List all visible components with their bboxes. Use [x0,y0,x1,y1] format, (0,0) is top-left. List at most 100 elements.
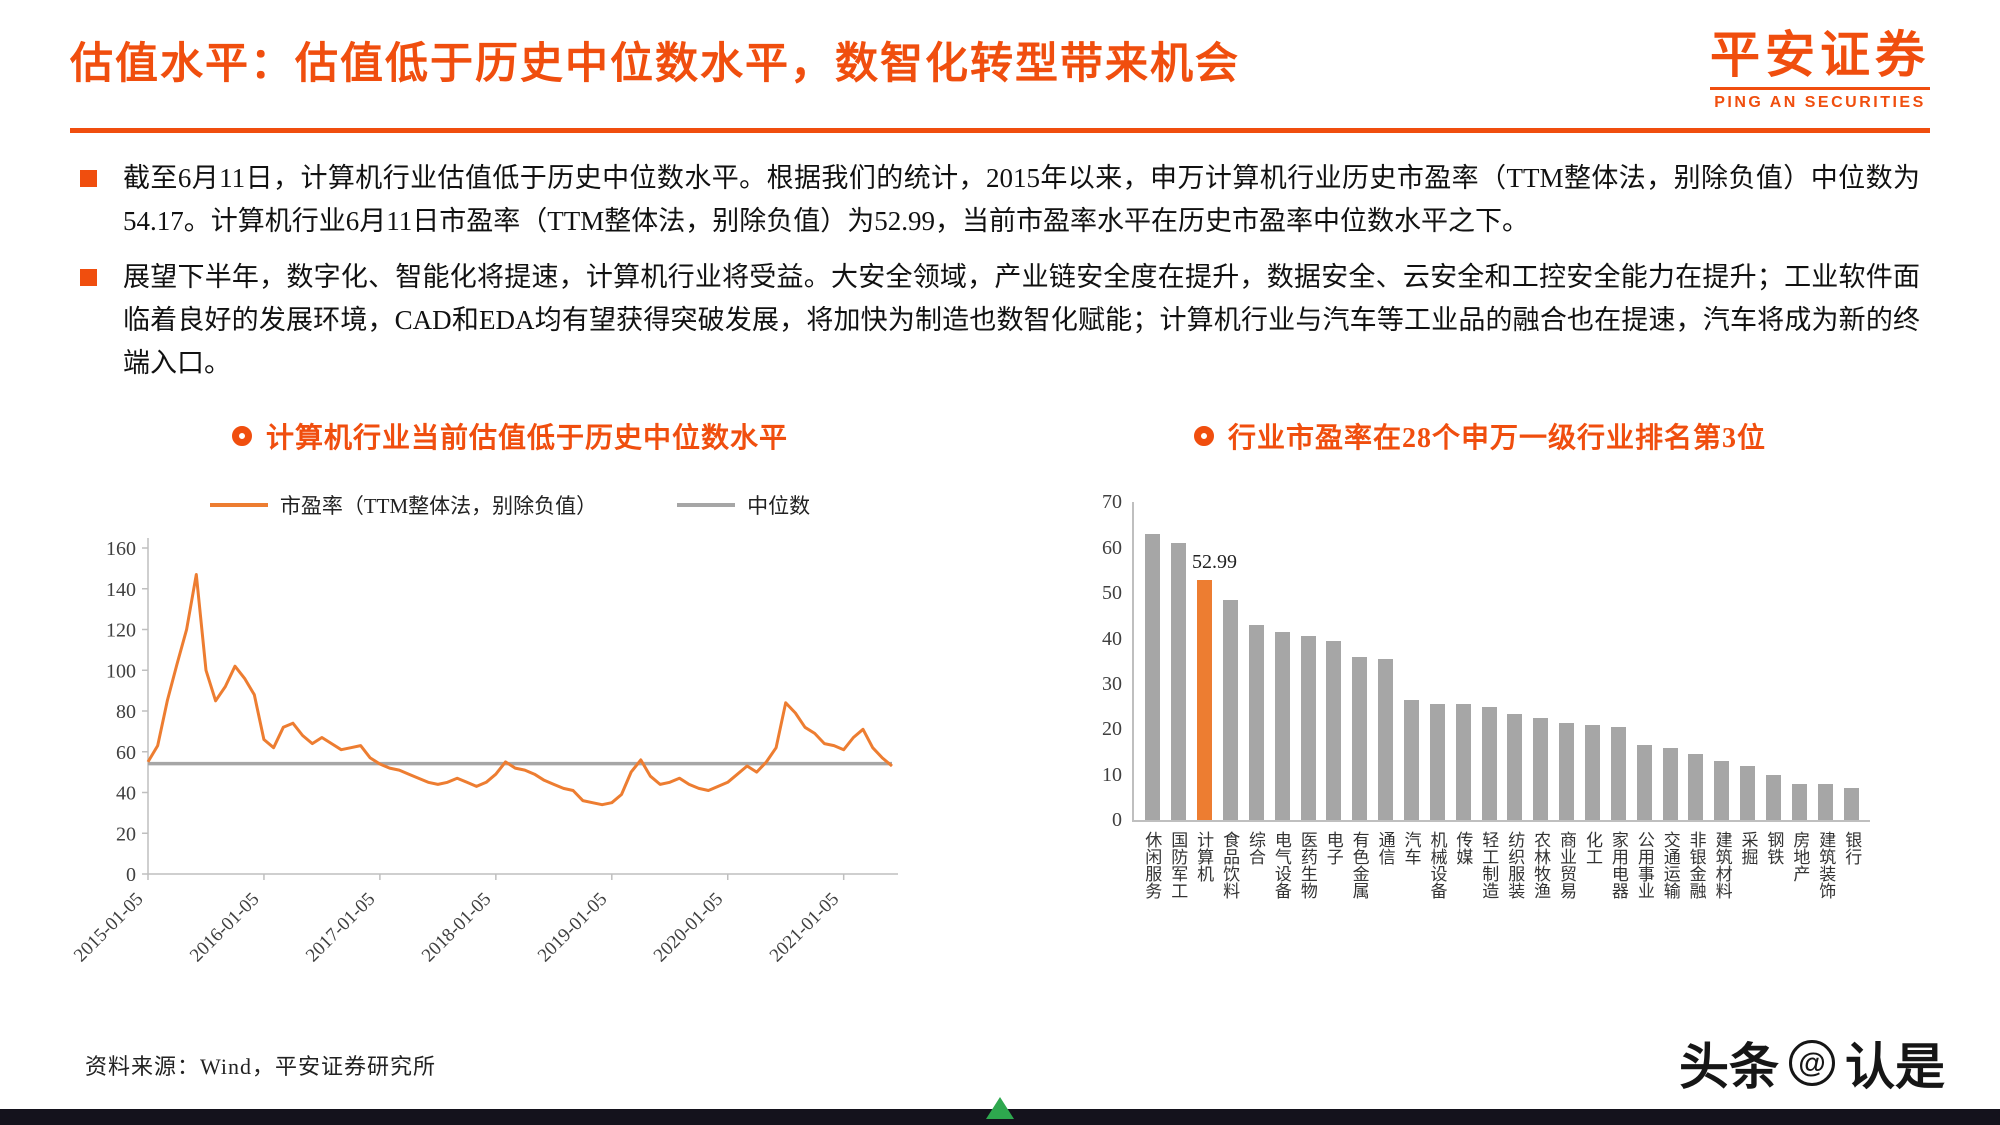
bar [1429,704,1445,821]
bar-category-label: 电气设备 [1268,822,1294,992]
bar-category-label-text: 医药生物 [1297,831,1317,900]
bar-category-label-text: 综合 [1245,831,1265,866]
bar [1274,631,1290,821]
bar [1404,699,1420,821]
bar [1145,534,1161,821]
bar [1507,713,1523,821]
bar-category-label: 食品饮料 [1216,822,1242,992]
bullet-square-icon [80,269,97,287]
bar [1533,718,1549,821]
legend-item-median: 中位数 [677,490,810,520]
bar-column [1605,502,1631,821]
green-triangle-icon [986,1097,1014,1119]
y-axis-tick-label: 120 [106,620,136,642]
bar-column [1709,502,1735,821]
bar-category-label-text: 国防军工 [1168,831,1188,900]
bar-category-label: 综合 [1242,822,1268,992]
bar-category-label: 采掘 [1734,822,1760,992]
y-axis-tick-label: 60 [116,742,136,764]
y-axis-tick-label: 40 [116,783,136,805]
header: 估值水平：估值低于历史中位数水平，数智化转型带来机会 平安证券 PING AN … [70,28,1930,112]
bar-column [1218,502,1244,821]
chart-title-bullet-icon [1193,426,1214,447]
bar [1766,774,1782,821]
bar-column [1631,502,1657,821]
bar-column [1812,502,1838,821]
bar-category-label: 电子 [1319,822,1345,992]
bar [1378,659,1394,821]
bar-category-label: 交通运输 [1656,822,1682,992]
bar-column [1657,502,1683,821]
y-axis-tick-label: 50 [1102,582,1122,605]
median-line-swatch [677,503,736,508]
bar-column [1243,502,1269,821]
bar-category-label: 通信 [1371,822,1397,992]
industry-pe-bar-chart: 0 10 20 30 40 50 60 70 52.99 休闲服务 国防军工 计算机 食品饮料 综合电… [1102,492,1870,992]
x-axis-tick-label: 2019-01-05 [534,889,612,967]
x-axis-tick-label: 2018-01-05 [418,889,496,967]
x-axis-tick-label: 2017-01-05 [302,889,380,967]
bar-value-label: 52.99 [1192,550,1238,573]
y-axis-tick-label: 20 [1102,718,1122,741]
bar-category-label: 机械设备 [1423,822,1449,992]
bar-category-label: 化工 [1579,822,1605,992]
y-axis-tick-label: 20 [116,824,136,846]
bar-category-label-text: 纺织服装 [1505,831,1525,900]
bar-category-label: 有色金属 [1345,822,1371,992]
bar-category-label-text: 食品饮料 [1220,831,1240,900]
bar-category-label-text: 农林牧渔 [1531,831,1551,900]
y-axis-tick-label: 70 [1102,491,1122,514]
bar-column [1502,502,1528,821]
bar-columns: 52.99 [1134,502,1870,821]
at-circle-icon: @ [1789,1040,1835,1086]
bar-category-label-text: 房地产 [1790,831,1810,883]
bar-category-label-text: 商业贸易 [1557,831,1577,900]
y-axis-tick-label: 60 [1102,536,1122,559]
bar-category-label: 钢铁 [1760,822,1786,992]
bar-category-label: 家用电器 [1605,822,1631,992]
bar-category-label-text: 休闲服务 [1142,831,1162,900]
bullet-item: 截至6月11日，计算机行业估值低于历史中位数水平。根据我们的统计，2015年以来… [70,157,1920,242]
bar-column [1373,502,1399,821]
bar-column [1786,502,1812,821]
bar-category-label: 非银金融 [1682,822,1708,992]
bar-category-label: 公用事业 [1631,822,1657,992]
y-axis-tick-label: 140 [106,579,136,601]
bar-category-label: 轻工制造 [1475,822,1501,992]
legend-item-pe: 市盈率（TTM整体法，别除负值） [209,490,597,520]
bar [1171,543,1187,821]
bullet-text: 截至6月11日，计算机行业估值低于历史中位数水平。根据我们的统计，2015年以来… [123,163,1920,236]
bar-category-label-text: 机械设备 [1427,831,1447,900]
bar-column [1554,502,1580,821]
bar-category-label: 农林牧渔 [1527,822,1553,992]
y-axis-tick-label: 160 [106,538,136,560]
bar-category-label: 传媒 [1449,822,1475,992]
x-axis-tick-label: 2016-01-05 [186,889,264,967]
bar-column [1140,502,1166,821]
bar-category-label-text: 电子 [1323,831,1343,866]
bar-column [1476,502,1502,821]
pe-line [146,573,893,807]
bar-column [1761,502,1787,821]
page-title: 估值水平：估值低于历史中位数水平，数智化转型带来机会 [70,41,1240,88]
y-axis-tick-label: 40 [1102,627,1122,650]
y-axis-tick-label: 10 [1102,763,1122,786]
bullet-square-icon [80,170,97,187]
bar-column [1321,502,1347,821]
bar-category-label-text: 汽车 [1401,831,1421,866]
pe-line-swatch [209,503,268,508]
bar-category-label: 建筑装饰 [1812,822,1838,992]
bar [1817,783,1833,821]
y-axis-tick-label: 30 [1102,673,1122,695]
bar-column [1166,502,1192,821]
bar-category-labels: 休闲服务 国防军工 计算机 食品饮料 综合 电气设备 医药生物 电子 有色金属 通信 汽车 机械设备传… [1132,822,1870,992]
x-axis-tick-label: 2020-01-05 [650,889,728,967]
bar-category-label: 医药生物 [1294,822,1320,992]
bar-category-label-text: 钢铁 [1764,831,1784,866]
bar-category-label: 房地产 [1786,822,1812,992]
pe-history-chart-section: 计算机行业当前估值低于历史中位数水平 市盈率（TTM整体法，别除负值） 中位数 … [70,416,950,992]
bar [1636,745,1652,821]
summary-bullets: 截至6月11日，计算机行业估值低于历史中位数水平。根据我们的统计，2015年以来… [70,157,1930,384]
bar-column [1838,502,1864,821]
bar-plot-area: 0 10 20 30 40 50 60 70 52.99 [1102,492,1870,830]
